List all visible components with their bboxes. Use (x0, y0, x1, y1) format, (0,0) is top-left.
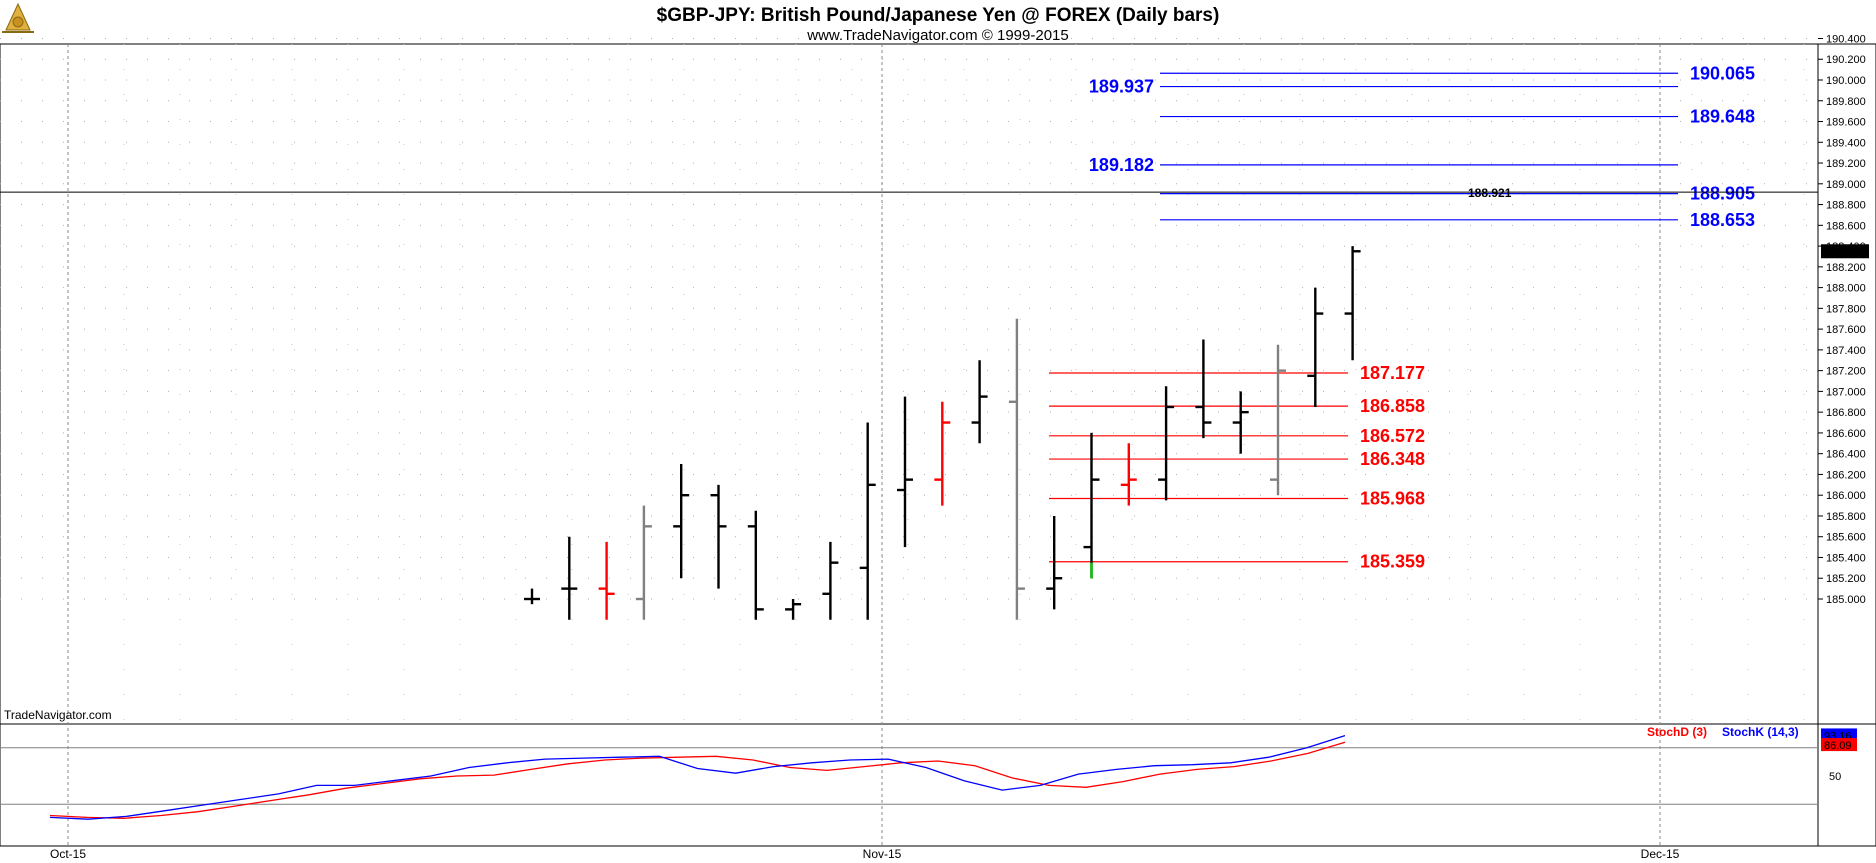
price-panel (0, 43, 1819, 725)
y-tick-label: 188.600 (1826, 220, 1866, 232)
y-tick-label: 190.200 (1826, 54, 1866, 66)
ohlc-bar (524, 588, 540, 605)
ohlc-bar (710, 484, 727, 589)
y-tick-label: 188.000 (1826, 283, 1866, 295)
stochastic-lines (0, 734, 1818, 820)
watermark: TradeNavigator.com (4, 708, 112, 722)
projection-label: 189.937 (1089, 77, 1154, 97)
ohlc-bar (1195, 339, 1212, 439)
ohlc-bar (934, 401, 951, 506)
ohlc-bar (1307, 287, 1324, 407)
stoch-tick-50: 50 (1829, 771, 1841, 783)
y-tick-label: 185.400 (1826, 552, 1866, 564)
ohlc-bar (971, 360, 988, 444)
y-tick-label: 186.600 (1826, 428, 1866, 440)
price-axis (1817, 43, 1876, 725)
legend-stoch-d: StochD (3) (1647, 725, 1707, 739)
projection-label: 189.182 (1089, 155, 1154, 175)
ohlc-bar (785, 599, 802, 620)
y-axis: 185.000 185.200 185.400 185.600 185.800 186.0… (1818, 33, 1866, 606)
ohlc-bar (1120, 443, 1137, 506)
ohlc-bar (1158, 386, 1175, 501)
y-tick-label: 187.200 (1826, 366, 1866, 378)
ohlc-bar (1083, 432, 1100, 579)
retracement-label: 185.359 (1360, 552, 1425, 572)
y-tick-label: 187.800 (1826, 303, 1866, 315)
ohlc-bar (673, 464, 690, 579)
logo (2, 2, 34, 33)
x-tick-label: Oct-15 (50, 847, 86, 861)
y-tick-label: 186.200 (1826, 469, 1866, 481)
y-tick-label: 187.600 (1826, 324, 1866, 336)
y-tick-label: 188.200 (1826, 262, 1866, 274)
ohlc-bar (747, 510, 764, 620)
projection-label: 190.065 (1690, 63, 1755, 83)
retracement-label: 185.968 (1360, 489, 1425, 509)
ohlc-bar (1344, 246, 1361, 361)
y-tick-label: 185.000 (1826, 594, 1866, 606)
retracement-label: 186.858 (1360, 396, 1425, 416)
grid (0, 37, 1818, 846)
y-tick-label: 186.400 (1826, 449, 1866, 461)
retracement-label: 186.348 (1360, 449, 1425, 469)
last-price-label: 188.350 (1824, 246, 1864, 258)
stoch-k-line (49, 734, 1346, 820)
y-tick-label: 185.200 (1826, 573, 1866, 585)
y-tick-label: 189.200 (1826, 158, 1866, 170)
chart-subtitle: www.TradeNavigator.com © 1999-2015 (806, 27, 1068, 44)
y-tick-label: 190.000 (1826, 75, 1866, 87)
x-axis: Oct-15 Nov-15 Dec-15 (50, 847, 1680, 861)
retracement-label: 186.572 (1360, 426, 1425, 446)
y-tick-label: 187.000 (1826, 386, 1866, 398)
retracement-label: 187.177 (1360, 363, 1425, 383)
y-tick-label: 187.400 (1826, 345, 1866, 357)
last-price-badge (1821, 244, 1869, 259)
crosshair-label: 188.921 (1468, 186, 1512, 200)
x-tick-label: Nov-15 (863, 847, 902, 861)
x-tick-label: Dec-15 (1641, 847, 1680, 861)
sextant-logo-icon (2, 2, 34, 33)
y-tick-label: 185.600 (1826, 532, 1866, 544)
y-tick-label: 189.400 (1826, 137, 1866, 149)
y-tick-label: 189.600 (1826, 117, 1866, 129)
level-lines: 190.065 189.937 189.648 189.182 188.905 188.6… (1049, 63, 1755, 572)
ohlc-bar (635, 505, 652, 620)
y-tick-label: 188.800 (1826, 200, 1866, 212)
y-tick-label: 190.400 (1826, 33, 1866, 45)
stoch-d-value: 86.09 (1824, 740, 1852, 752)
price-bars (524, 246, 1361, 620)
stoch-d-badge (1821, 738, 1857, 752)
stoch-panel (0, 723, 1819, 847)
projection-label: 188.905 (1690, 184, 1755, 204)
ohlc-bar (859, 422, 876, 620)
ohlc-bar (822, 541, 839, 620)
y-tick-label: 189.800 (1826, 96, 1866, 108)
ohlc-bar (1232, 391, 1249, 454)
ohlc-bar (1270, 344, 1286, 496)
projection-label: 188.653 (1690, 210, 1755, 230)
ohlc-bar (897, 396, 913, 548)
y-tick-label: 185.800 (1826, 511, 1866, 523)
chart-title: $GBP-JPY: British Pound/Japanese Yen @ F… (657, 5, 1220, 26)
y-tick-label: 186.800 (1826, 407, 1866, 419)
legend-stoch-k: StochK (14,3) (1722, 725, 1799, 739)
y-tick-label: 189.000 (1826, 179, 1866, 191)
ohlc-bar (1046, 515, 1063, 610)
ohlc-bar (598, 541, 615, 620)
ohlc-bar (561, 536, 578, 620)
projection-label: 189.648 (1690, 107, 1755, 127)
y-tick-label: 186.000 (1826, 490, 1866, 502)
stoch-d-line (49, 741, 1346, 819)
ohlc-bar (1008, 318, 1025, 620)
